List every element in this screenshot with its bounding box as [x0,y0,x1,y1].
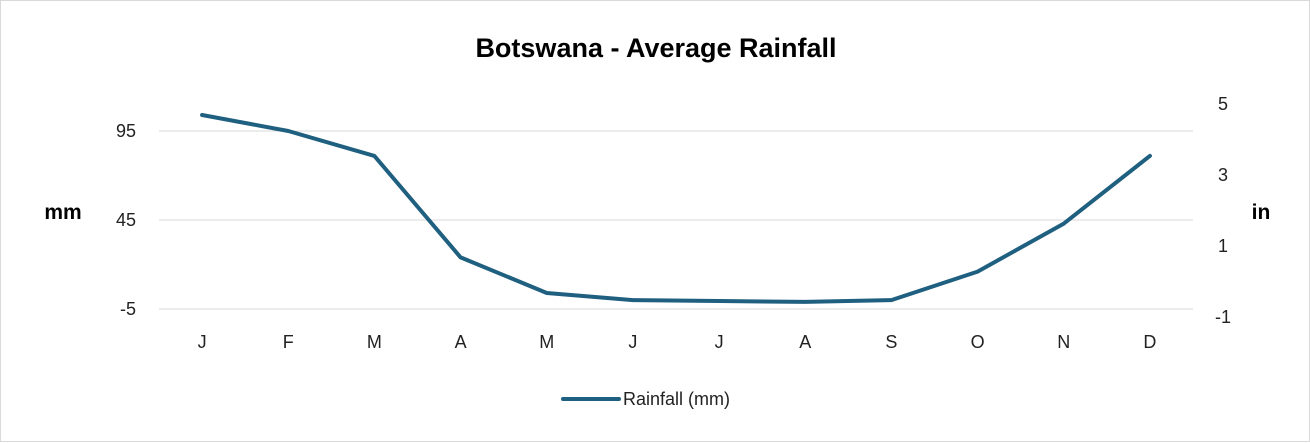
series-line-rainfall[interactable] [200,113,1152,304]
y2-tick-label: -1 [1215,307,1231,327]
x-tick-label: D [1143,332,1156,352]
y2-tick-label: 1 [1218,236,1228,256]
data-point[interactable] [889,298,893,302]
chart-title: Botswana - Average Rainfall [475,33,836,63]
y2-axis-ticks: 5 3 1 -1 [1215,94,1231,327]
series-layer [200,113,1152,304]
y2-tick-label: 5 [1218,94,1228,114]
x-tick-label: J [715,332,724,352]
data-point[interactable] [717,299,721,303]
data-point[interactable] [545,291,549,295]
y-axis-ticks: 95 45 -5 [116,121,136,319]
x-tick-label: M [367,332,382,352]
data-point[interactable] [631,298,635,302]
legend-label: Rainfall (mm) [623,389,730,409]
y-tick-label: 45 [116,210,136,230]
data-point[interactable] [803,300,807,304]
data-point[interactable] [976,270,980,274]
y-tick-label: -5 [120,299,136,319]
y-axis-title: mm [44,201,81,224]
y-tick-label: 95 [116,121,136,141]
x-tick-label: O [971,332,985,352]
data-point[interactable] [1148,154,1152,158]
x-tick-label: J [628,332,637,352]
x-tick-label: M [539,332,554,352]
x-tick-label: J [198,332,207,352]
data-point[interactable] [372,154,376,158]
y2-tick-label: 3 [1218,165,1228,185]
x-tick-label: F [283,332,294,352]
x-tick-label: A [455,332,467,352]
data-point[interactable] [286,129,290,133]
x-tick-label: N [1057,332,1070,352]
x-tick-label: S [885,332,897,352]
x-tick-label: A [799,332,811,352]
data-point[interactable] [200,113,204,117]
legend[interactable]: Rainfall (mm) [561,389,730,409]
data-point[interactable] [459,255,463,259]
y2-axis-title: in [1252,201,1271,224]
data-point[interactable] [1062,222,1066,226]
grid-lines [159,130,1193,310]
